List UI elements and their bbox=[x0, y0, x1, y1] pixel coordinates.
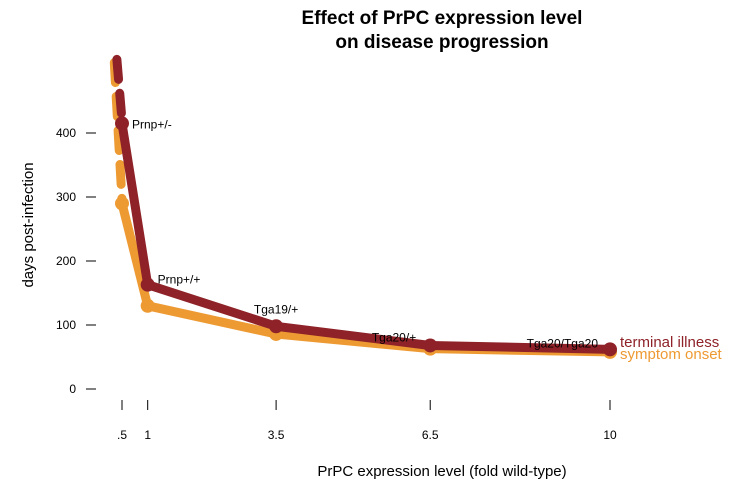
point-label: Prnp+/- bbox=[132, 117, 172, 131]
data-point bbox=[140, 277, 155, 292]
point-label: Tga19/+ bbox=[254, 302, 298, 316]
series-layer bbox=[109, 54, 617, 359]
data-point bbox=[115, 116, 129, 131]
x-tick-label-6.5: 6.5 bbox=[422, 428, 439, 442]
data-point bbox=[423, 338, 438, 353]
data-point bbox=[140, 298, 155, 313]
x-tick-label-.5: .5 bbox=[117, 428, 127, 442]
x-axis-label: PrPC expression level (fold wild-type) bbox=[317, 463, 566, 480]
data-point bbox=[115, 196, 129, 211]
point-label: Tga20/Tga20 bbox=[527, 336, 599, 350]
y-tick-label-0: 0 bbox=[69, 382, 76, 396]
y-tick-label-400: 400 bbox=[56, 126, 76, 140]
data-point bbox=[603, 342, 617, 357]
point-label: Prnp+/+ bbox=[158, 273, 201, 287]
legend-entry-symptom-onset: symptom onset bbox=[620, 346, 723, 363]
y-axis-label: days post-infection bbox=[20, 162, 37, 287]
y-tick-label-300: 300 bbox=[56, 190, 76, 204]
point-labels: Prnp+/- Prnp+/+ Tga19/+ Tga20/+ Tga20/Tga20 bbox=[132, 117, 598, 350]
series-dashed-segment bbox=[112, 54, 127, 125]
series-symptom-onset bbox=[109, 58, 617, 359]
chart-title-line-2: on disease progression bbox=[335, 32, 548, 53]
chart-title-line-1: Effect of PrPC expression level bbox=[302, 8, 583, 29]
series-terminal-illness bbox=[112, 54, 617, 357]
x-tick-label-1: 1 bbox=[144, 428, 151, 442]
series-dashed-segment bbox=[109, 58, 127, 205]
point-label: Tga20/+ bbox=[372, 330, 416, 344]
x-tick-label-3.5: 3.5 bbox=[268, 428, 285, 442]
data-point bbox=[269, 319, 284, 334]
y-tick-label-100: 100 bbox=[56, 318, 76, 332]
y-axis: 0 100 200 300 400 bbox=[56, 126, 96, 396]
chart-title: Effect of PrPC expression level on disea… bbox=[302, 8, 583, 53]
x-tick-label-10: 10 bbox=[603, 428, 617, 442]
x-axis: .5 1 3.5 6.5 10 bbox=[117, 400, 617, 442]
legend-entry-terminal-illness: terminal illness bbox=[620, 334, 719, 351]
y-tick-label-200: 200 bbox=[56, 254, 76, 268]
